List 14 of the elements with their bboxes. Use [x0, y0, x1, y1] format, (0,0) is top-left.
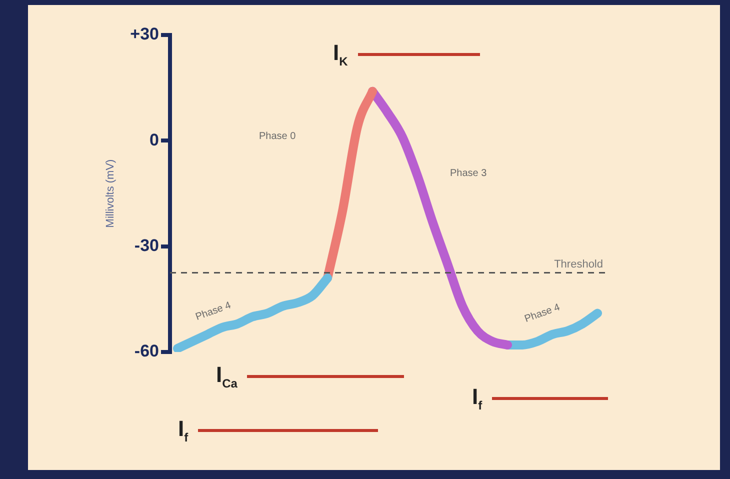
- text: I$_{f}$: [472, 384, 482, 412]
- annotation: Phase 3: [450, 168, 487, 179]
- text: I$_{f}$: [178, 416, 188, 444]
- annotation: I$_{K}$: [333, 40, 348, 68]
- y-tick-label: -30: [134, 236, 159, 256]
- y-tick-label: -60: [134, 342, 159, 361]
- ref-line-label: Threshold: [554, 258, 603, 270]
- annotation: Phase 4: [523, 302, 562, 325]
- y-tick-label: +30: [130, 24, 159, 44]
- annotation: Phase 0: [259, 131, 296, 142]
- text: I$_{Ca}$: [216, 362, 238, 390]
- y-tick-label: 0: [150, 130, 159, 150]
- y-axis-title: Millivolts (mV): [104, 159, 117, 228]
- annotation: Phase 4: [194, 300, 232, 323]
